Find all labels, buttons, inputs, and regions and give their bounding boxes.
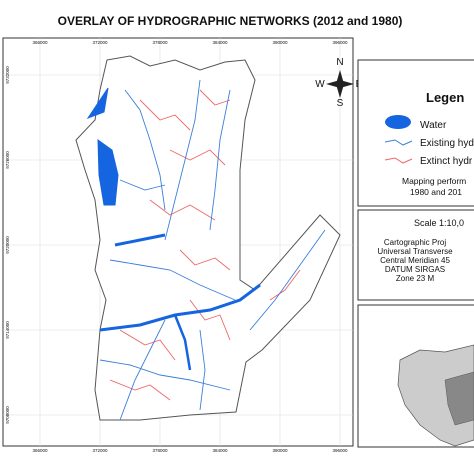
y-coordinate: 9732000 — [5, 66, 10, 84]
projection-line: Universal Transverse — [377, 247, 453, 256]
legend-note: 1980 and 201 — [410, 187, 462, 197]
x-coordinate: 384000 — [212, 40, 228, 45]
x-coordinate: 366000 — [32, 448, 48, 453]
legend-extinct-swatch — [384, 157, 413, 164]
legend-title: Legen — [426, 90, 464, 105]
inset-area — [444, 371, 474, 426]
scale-text: Scale 1:10,0 — [414, 218, 464, 228]
compass-s: S — [337, 98, 344, 109]
study-area — [75, 55, 341, 421]
extinct-streams — [109, 89, 301, 401]
legend-existing-swatch — [384, 139, 413, 146]
scale-box — [357, 209, 474, 301]
x-coordinate: 396000 — [332, 448, 348, 453]
y-coordinate: 9726000 — [5, 151, 10, 169]
x-coordinate: 390000 — [272, 448, 288, 453]
x-coordinate: 378000 — [152, 40, 168, 45]
y-coordinate: 9720000 — [5, 236, 10, 254]
projection-line: Zone 23 M — [396, 274, 435, 283]
x-coordinate: 372000 — [92, 40, 108, 45]
legend-item: Extinct hydr — [420, 156, 473, 167]
y-coordinate: 9714000 — [5, 321, 10, 339]
y-coordinate: 9708000 — [5, 406, 10, 424]
compass-w: W — [315, 79, 325, 90]
existing-streams — [99, 79, 326, 421]
coordinate-labels: 366000 366000 372000 372000 378000 378000 3840… — [5, 40, 348, 453]
legend-note: Mapping perform — [402, 176, 466, 186]
compass-n: N — [336, 57, 343, 68]
x-coordinate: 366000 — [32, 40, 48, 45]
legend-item: Water — [420, 120, 447, 131]
legend-box — [357, 59, 474, 207]
legend-item: Existing hyd — [420, 138, 474, 149]
x-coordinate: 396000 — [332, 40, 348, 45]
title: OVERLAY OF HYDROGRAPHIC NETWORKS (2012 a… — [58, 14, 403, 28]
projection-line: Cartographic Proj — [384, 238, 446, 247]
projection-line: Central Meridian 45 — [380, 256, 450, 265]
x-coordinate: 384000 — [212, 448, 228, 453]
projection-line: DATUM SIRGAS — [385, 265, 445, 274]
legend-water-swatch — [385, 115, 411, 129]
x-coordinate: 390000 — [272, 40, 288, 45]
water-bodies — [86, 87, 261, 371]
x-coordinate: 378000 — [152, 448, 168, 453]
x-coordinate: 372000 — [92, 448, 108, 453]
